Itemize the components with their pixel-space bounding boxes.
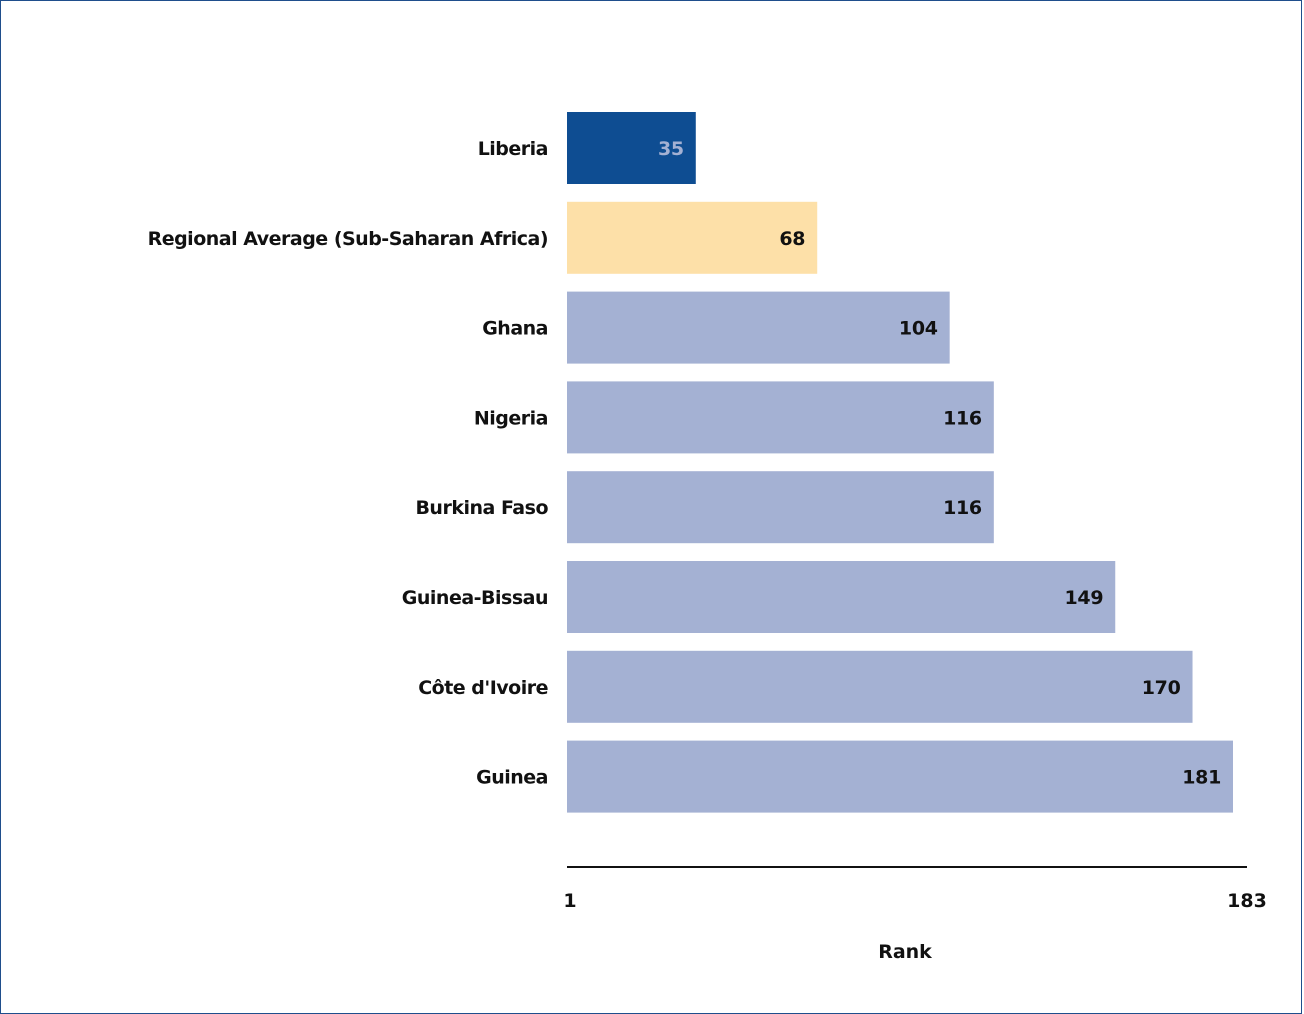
bar-guinea-bissau [567,561,1116,633]
value-label-guinea-bissau: 149 [1064,587,1103,609]
bar-regional-average-sub-saharan-africa [567,201,818,274]
x-tick-label-max: 183 [1227,890,1267,912]
bar-c-te-d-ivoire [567,650,1193,723]
bars-group [567,112,1233,813]
value-label-regional-average-sub-saharan-africa: 68 [779,228,805,250]
value-label-c-te-d-ivoire: 170 [1142,677,1181,699]
bar-nigeria [567,381,994,454]
bar-liberia [567,112,696,184]
category-label-ghana: Ghana [482,318,548,340]
value-label-guinea: 181 [1182,767,1221,789]
bar-ghana [567,291,950,364]
value-label-nigeria: 116 [943,407,982,429]
category-label-guinea-bissau: Guinea-Bissau [402,587,548,609]
value-label-ghana: 104 [899,318,938,340]
value-label-liberia: 35 [658,138,684,160]
category-label-c-te-d-ivoire: Côte d'Ivoire [418,677,548,699]
x-axis-title: Rank [878,941,932,963]
category-label-liberia: Liberia [478,138,548,160]
x-tick-label-min: 1 [563,890,576,912]
category-label-nigeria: Nigeria [474,407,548,429]
category-label-burkina-faso: Burkina Faso [415,497,548,519]
value-labels-group: 35 68 104 116 116 149 170 181 [658,138,1221,789]
category-label-regional-average-sub-saharan-africa: Regional Average (Sub-Saharan Africa) [148,228,548,250]
bar-burkina-faso [567,471,994,544]
value-label-burkina-faso: 116 [943,497,982,519]
category-labels-group: Liberia Regional Average (Sub-Saharan Afr… [148,138,549,789]
bar-guinea [567,740,1233,813]
category-label-guinea: Guinea [476,767,548,789]
